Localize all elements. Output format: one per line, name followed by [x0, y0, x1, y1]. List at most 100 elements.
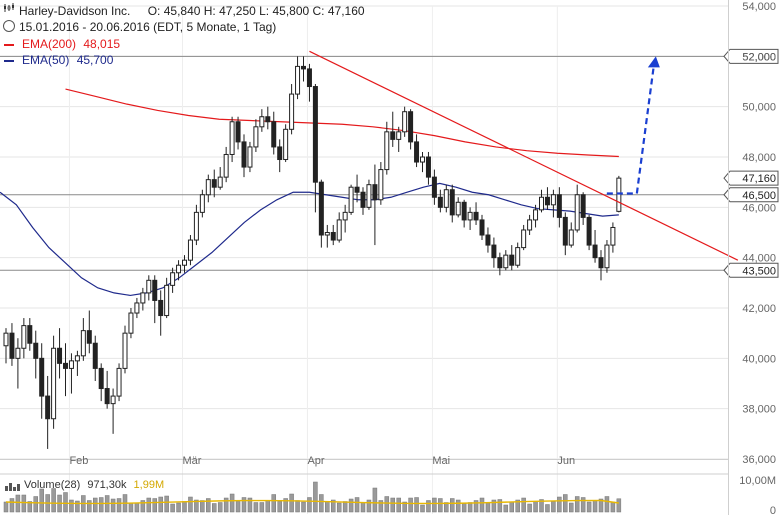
candle [414, 134, 420, 168]
volume-bar [491, 499, 497, 513]
candle [80, 318, 86, 361]
volume-bar [69, 499, 74, 513]
candle [449, 184, 455, 223]
volume-bar [277, 501, 282, 513]
level-box-label: 52,000 [742, 51, 776, 63]
volume-bar [503, 504, 509, 513]
volume-bar [229, 493, 235, 513]
volume-bar [527, 503, 532, 513]
volume-legend[interactable]: Volume(28) 971,30k 1,99M [24, 479, 164, 491]
candle [68, 353, 74, 394]
volume-axis-top: 10,00M [739, 475, 776, 487]
candle-body-down [372, 184, 378, 201]
candle [366, 179, 372, 210]
volume-bar [289, 493, 294, 513]
candle-body-up [170, 272, 176, 286]
ema200-line [65, 88, 619, 158]
candle [574, 184, 580, 233]
volume-bar [301, 501, 306, 513]
candle-body-up [503, 254, 509, 269]
candle-body-up [74, 355, 80, 362]
candle-body-down [437, 196, 443, 208]
y-tick-label: 48,000 [742, 152, 776, 164]
y-tick-label: 46,000 [742, 202, 776, 214]
candle-body-up [521, 229, 527, 249]
candle-body-down [449, 189, 455, 216]
volume-bar [128, 502, 134, 513]
volume-bar [235, 501, 241, 513]
projection-arrowhead [647, 56, 660, 68]
volume-bar [51, 488, 56, 513]
candle [556, 187, 562, 228]
candle [491, 237, 497, 268]
candle [592, 229, 598, 263]
candle [259, 109, 265, 132]
candle-body-up [164, 284, 170, 317]
candle [497, 252, 503, 276]
volume-bar [539, 499, 544, 513]
volume-bar [212, 503, 217, 513]
volume-bar [223, 497, 229, 513]
candle-body-up [527, 219, 533, 231]
candle [431, 169, 437, 205]
resistance-trendline [309, 50, 739, 261]
volume-bar [313, 481, 318, 513]
volume-bar [444, 502, 449, 513]
volume-bar [295, 500, 300, 513]
volume-bar [134, 502, 140, 513]
candle [336, 212, 342, 243]
volume-bar [432, 497, 437, 513]
ema200-legend[interactable]: EMA(200) 48,015 [22, 36, 120, 52]
candle [205, 174, 211, 203]
candle-body-up [247, 146, 253, 168]
y-tick-label: 42,000 [742, 303, 776, 315]
candle-body-down [580, 194, 586, 218]
candle-body-up [205, 179, 211, 196]
candle [330, 224, 336, 246]
volume-bar [450, 498, 455, 513]
volume-bar [98, 497, 104, 513]
candle [104, 370, 110, 409]
candle [479, 214, 485, 241]
candle [390, 111, 396, 147]
candlestick-series [3, 56, 622, 449]
volume-bar [521, 497, 526, 513]
candle-body-down [63, 362, 68, 369]
chart-type-icon[interactable] [3, 3, 15, 13]
candle [420, 151, 425, 173]
candle [164, 277, 170, 319]
candle-body-up [68, 360, 74, 369]
volume-bar [93, 497, 98, 513]
volume-bar [3, 501, 9, 513]
candle [9, 323, 15, 366]
candle-body-down [33, 342, 39, 359]
candle-body-down [86, 330, 92, 344]
candle [187, 235, 193, 266]
volume-bar [116, 498, 122, 513]
candle-body-down [544, 196, 550, 206]
level-box-label: 46,500 [742, 190, 776, 202]
candle-body-down [491, 244, 497, 259]
volume-average-line [5, 499, 619, 505]
volume-bar [9, 498, 15, 513]
candle-body-up [128, 312, 134, 334]
candle-body-up [616, 177, 622, 212]
candle [199, 189, 205, 218]
candle [348, 184, 354, 215]
candle-body-up [140, 292, 146, 304]
ema50-value: 45,700 [76, 53, 114, 67]
candle-body-up [229, 121, 235, 155]
ema50-legend[interactable]: EMA(50) 45,700 [22, 52, 113, 68]
ohlc-readout: O: 45,840 H: 47,250 L: 45,800 C: 47,160 [147, 4, 365, 18]
candle-body-down [301, 65, 306, 70]
candle-body-down [45, 395, 51, 420]
volume-bar [325, 501, 330, 513]
level-box-label: 47,160 [742, 173, 776, 185]
volume-bar [497, 499, 503, 513]
date-range: 15.01.2016 - 20.06.2016 (EDT, 5 Monate, … [19, 20, 277, 34]
candle [283, 124, 289, 163]
candle-body-down [461, 201, 467, 221]
clock-icon [3, 20, 15, 32]
candle-body-down [271, 121, 277, 148]
